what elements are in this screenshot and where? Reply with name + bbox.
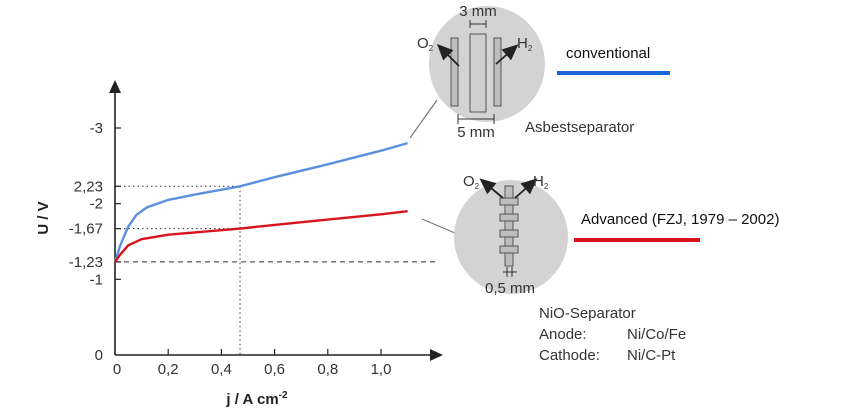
y-axis-label: U / V [35,201,52,234]
y-tick-label: 2,23 [74,178,103,195]
dim-5mm-label: 5 mm [457,124,495,141]
o2-label-top: O2 [417,35,434,53]
axes [109,80,443,361]
connector-conventional [409,99,438,139]
o2-arrow-bottom [479,178,504,199]
x-axis-label: j / A cm-2 [225,390,288,408]
electrode-segment-1 [499,197,519,206]
x-tick-label: 0 [113,361,121,378]
nio-separator-caption: NiO-Separator [539,305,636,322]
dim-05mm-label: 0,5 mm [485,280,535,297]
reference-lines [115,185,435,355]
advanced-cell-diagram: O2 H2 0,5 mm NiO-Separator Anode: Ni/Co/… [454,173,686,364]
legend-label-advanced: Advanced (FZJ, 1979 – 2002) [581,211,780,228]
x-axis-label-main: j / A cm [225,391,278,408]
h2-label-top: H2 [517,35,533,53]
conventional-cell-diagram: 3 mm 5 mm O2 H2 Asbestseparator [417,3,634,141]
x-ticks: 0 0,2 0,4 0,6 0,8 1,0 [113,349,392,378]
y-tick-label: -3 [90,120,103,137]
legend-label-conventional: conventional [566,45,651,62]
x-tick-label: 0,4 [211,361,232,378]
h2-arrow-top [495,44,519,65]
x-axis-arrow [430,349,443,361]
dim-3mm-label: 3 mm [459,3,497,20]
h2-arrow-bottom [514,178,538,199]
x-tick-label: 0,6 [264,361,285,378]
cathode-material: Ni/C-Pt [627,347,676,364]
y-tick-label: -1 [90,271,103,288]
series-group [113,141,408,263]
series-line-advanced [114,210,408,263]
anode-material: Ni/Co/Fe [627,326,686,343]
asbestseparator-caption: Asbestseparator [525,119,634,136]
electrode-segment-3 [499,229,519,238]
series-line-conventional [113,141,408,263]
electrode-bottom [504,185,514,267]
o2-label-bottom: O2 [463,173,480,191]
electrode-left-top [450,37,459,107]
y-ticks: 0 -1-1,23 -1,67 -22,23 -3 [69,120,121,364]
y-tick-label: -2 [90,196,103,213]
y-tick-label: 0 [95,347,103,364]
y-tick-label: -1,67 [69,221,103,238]
separator-top [469,33,487,113]
h2-label-bottom: H2 [533,173,549,191]
x-tick-label: 1,0 [371,361,392,378]
y-tick-label: -1,23 [69,254,103,271]
x-tick-label: 0,2 [158,361,179,378]
electrode-segment-4 [499,245,519,254]
electrode-right-top [493,37,502,107]
x-axis-label-exponent: -2 [279,390,288,401]
cathode-role: Cathode: [539,347,600,364]
electrode-segment-2 [499,213,519,222]
y-axis-arrow [109,80,121,93]
x-tick-label: 0,8 [317,361,338,378]
o2-arrow-top [436,43,460,67]
anode-role: Anode: [539,326,587,343]
cell-disc-top [429,6,545,122]
